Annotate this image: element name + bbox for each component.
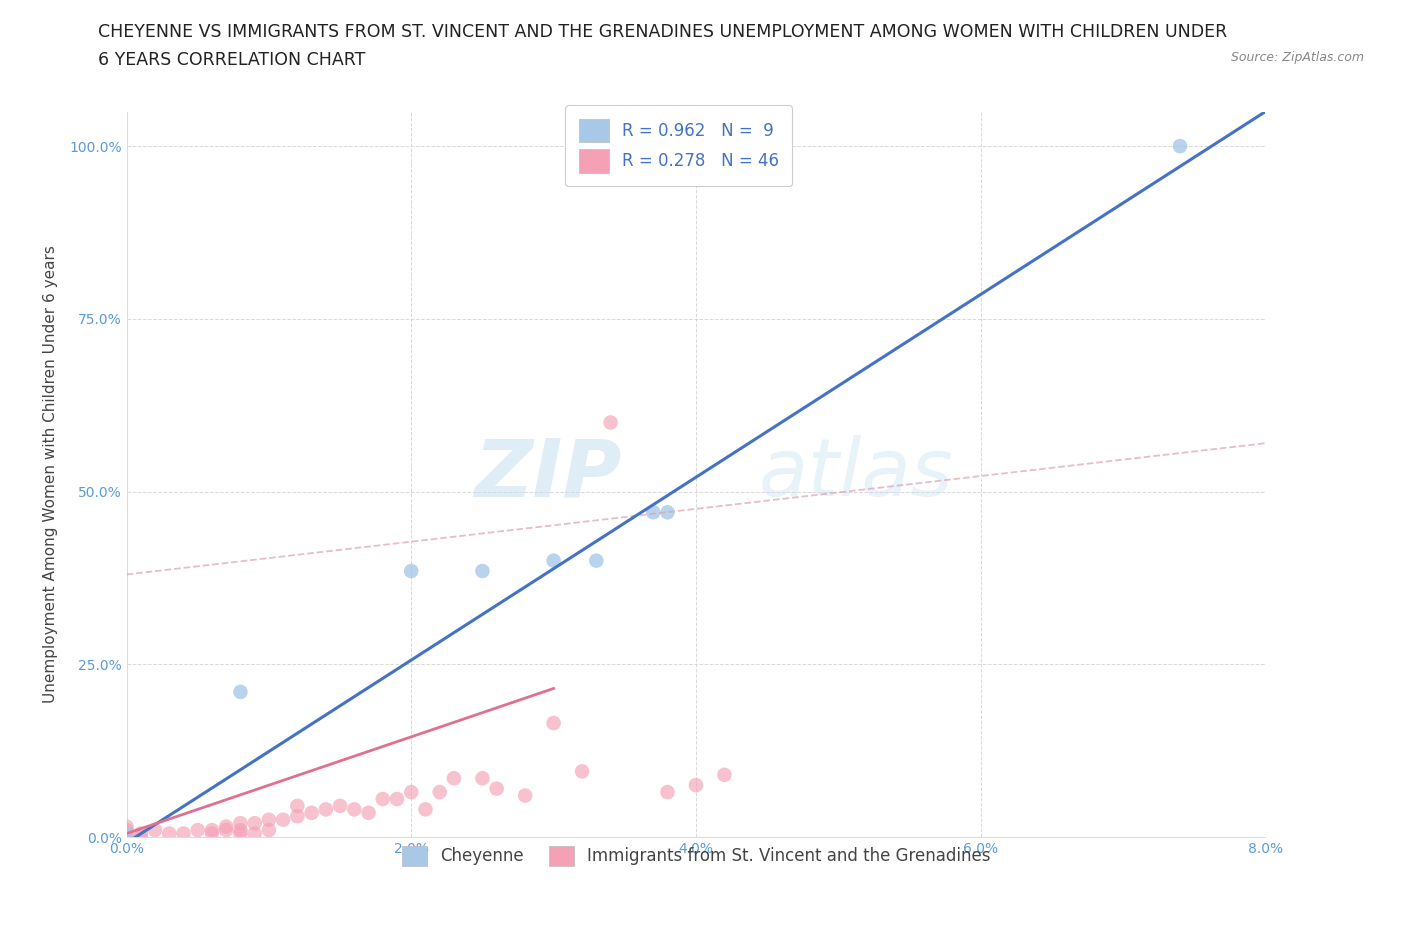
Point bbox=[201, 826, 224, 841]
Text: ZIP: ZIP bbox=[475, 435, 621, 513]
Point bbox=[643, 505, 665, 520]
Point bbox=[172, 826, 194, 841]
Point bbox=[157, 826, 180, 841]
Point bbox=[129, 830, 152, 844]
Point bbox=[657, 785, 679, 800]
Point bbox=[243, 826, 266, 841]
Point bbox=[713, 767, 735, 782]
Point bbox=[543, 553, 565, 568]
Point bbox=[329, 799, 352, 814]
Point bbox=[1168, 139, 1191, 153]
Point bbox=[401, 564, 423, 578]
Text: atlas: atlas bbox=[759, 435, 953, 513]
Point bbox=[143, 823, 166, 838]
Point bbox=[471, 771, 494, 786]
Point bbox=[385, 791, 408, 806]
Point bbox=[257, 812, 280, 827]
Point bbox=[657, 505, 679, 520]
Point bbox=[229, 816, 252, 830]
Point bbox=[443, 771, 465, 786]
Point bbox=[357, 805, 380, 820]
Point bbox=[287, 799, 309, 814]
Point bbox=[415, 802, 437, 817]
Legend: Cheyenne, Immigrants from St. Vincent and the Grenadines: Cheyenne, Immigrants from St. Vincent an… bbox=[388, 832, 1004, 880]
Point bbox=[115, 830, 138, 844]
Point bbox=[585, 553, 607, 568]
Point bbox=[215, 819, 238, 834]
Point bbox=[229, 826, 252, 841]
Point bbox=[215, 823, 238, 838]
Point bbox=[243, 816, 266, 830]
Point bbox=[257, 823, 280, 838]
Point bbox=[271, 812, 294, 827]
Point bbox=[371, 791, 394, 806]
Point bbox=[129, 826, 152, 841]
Text: Source: ZipAtlas.com: Source: ZipAtlas.com bbox=[1230, 51, 1364, 64]
Y-axis label: Unemployment Among Women with Children Under 6 years: Unemployment Among Women with Children U… bbox=[44, 246, 58, 703]
Point bbox=[471, 564, 494, 578]
Text: 6 YEARS CORRELATION CHART: 6 YEARS CORRELATION CHART bbox=[98, 51, 366, 69]
Point bbox=[201, 823, 224, 838]
Point bbox=[115, 830, 138, 844]
Point bbox=[599, 415, 621, 430]
Point bbox=[115, 826, 138, 841]
Point bbox=[429, 785, 451, 800]
Point bbox=[315, 802, 337, 817]
Point bbox=[115, 819, 138, 834]
Point bbox=[229, 823, 252, 838]
Point bbox=[187, 823, 209, 838]
Point bbox=[515, 788, 537, 803]
Point bbox=[543, 715, 565, 730]
Point bbox=[343, 802, 366, 817]
Point bbox=[485, 781, 508, 796]
Point bbox=[115, 830, 138, 844]
Point bbox=[115, 826, 138, 841]
Point bbox=[571, 764, 593, 778]
Point bbox=[229, 684, 252, 699]
Point bbox=[301, 805, 323, 820]
Point bbox=[685, 777, 707, 792]
Point bbox=[401, 785, 423, 800]
Point bbox=[115, 823, 138, 838]
Text: CHEYENNE VS IMMIGRANTS FROM ST. VINCENT AND THE GRENADINES UNEMPLOYMENT AMONG WO: CHEYENNE VS IMMIGRANTS FROM ST. VINCENT … bbox=[98, 23, 1227, 41]
Point bbox=[287, 809, 309, 824]
